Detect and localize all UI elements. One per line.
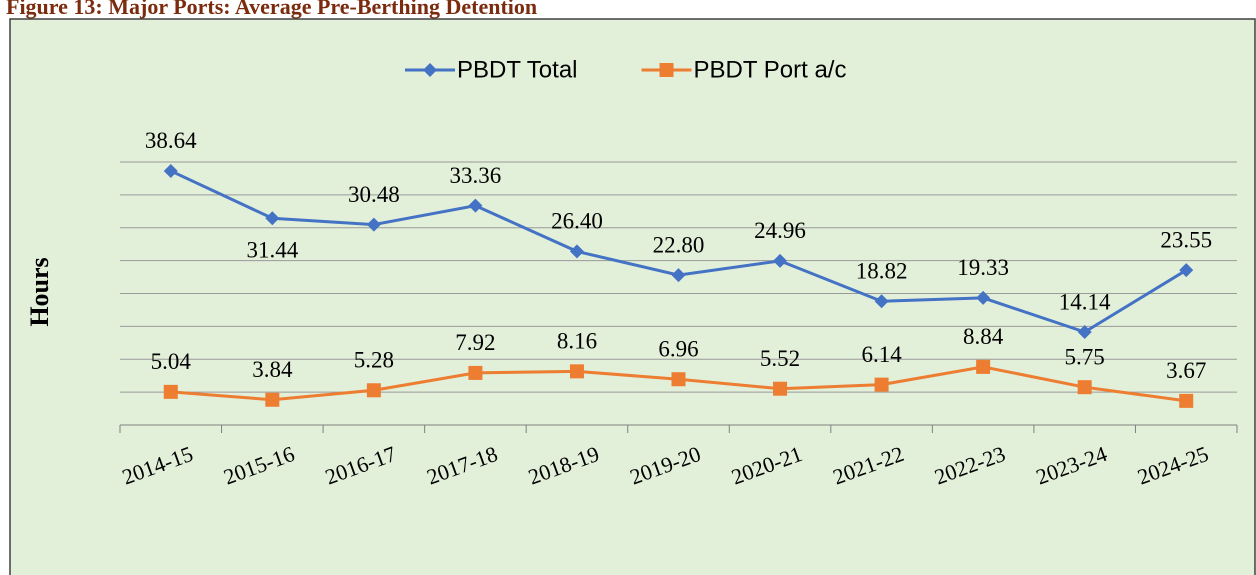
point	[366, 217, 381, 232]
point	[671, 268, 686, 283]
point	[671, 372, 686, 387]
data-label: 22.80	[653, 232, 705, 257]
point	[366, 383, 381, 398]
data-label: 7.92	[455, 330, 495, 355]
data-label: 26.40	[551, 209, 603, 234]
data-label: 19.33	[957, 255, 1009, 280]
data-label: 8.84	[963, 324, 1004, 349]
point	[773, 253, 788, 268]
legend-label: PBDT Port a/c	[694, 56, 847, 83]
point	[976, 290, 991, 305]
data-label: 18.82	[856, 259, 908, 284]
data-label: 31.44	[246, 238, 298, 263]
data-label: 5.52	[760, 346, 800, 371]
point	[1179, 393, 1194, 408]
data-label: 5.04	[151, 349, 192, 374]
data-label: 38.64	[145, 128, 197, 153]
data-label: 6.14	[861, 342, 902, 367]
point	[468, 365, 483, 380]
point	[874, 377, 889, 392]
data-label: 5.28	[354, 348, 394, 373]
point	[569, 244, 584, 259]
point	[1179, 263, 1194, 278]
y-axis-label: Hours	[25, 257, 54, 326]
data-label: 5.75	[1065, 344, 1105, 369]
data-label: 6.96	[658, 337, 698, 362]
chart-title: Figure 13: Major Ports: Average Pre-Bert…	[6, 0, 537, 19]
data-label: 3.84	[252, 357, 293, 382]
point	[569, 364, 584, 379]
data-label: 23.55	[1160, 227, 1212, 252]
point	[163, 163, 178, 178]
legend-marker	[423, 63, 437, 77]
point	[468, 198, 483, 213]
point	[976, 359, 991, 374]
data-label: 30.48	[348, 182, 400, 207]
point	[1077, 325, 1092, 340]
data-label: 3.67	[1166, 358, 1206, 383]
point	[265, 392, 280, 407]
legend-label: PBDT Total	[457, 56, 578, 83]
data-label: 8.16	[557, 329, 597, 354]
point	[874, 294, 889, 309]
point	[1077, 380, 1092, 395]
data-label: 24.96	[754, 218, 806, 243]
legend-marker	[659, 63, 674, 77]
data-label: 33.36	[450, 163, 502, 188]
point	[265, 211, 280, 226]
data-label: 14.14	[1059, 289, 1111, 314]
point	[773, 381, 788, 396]
point	[163, 384, 178, 399]
chart-frame	[9, 18, 1256, 575]
